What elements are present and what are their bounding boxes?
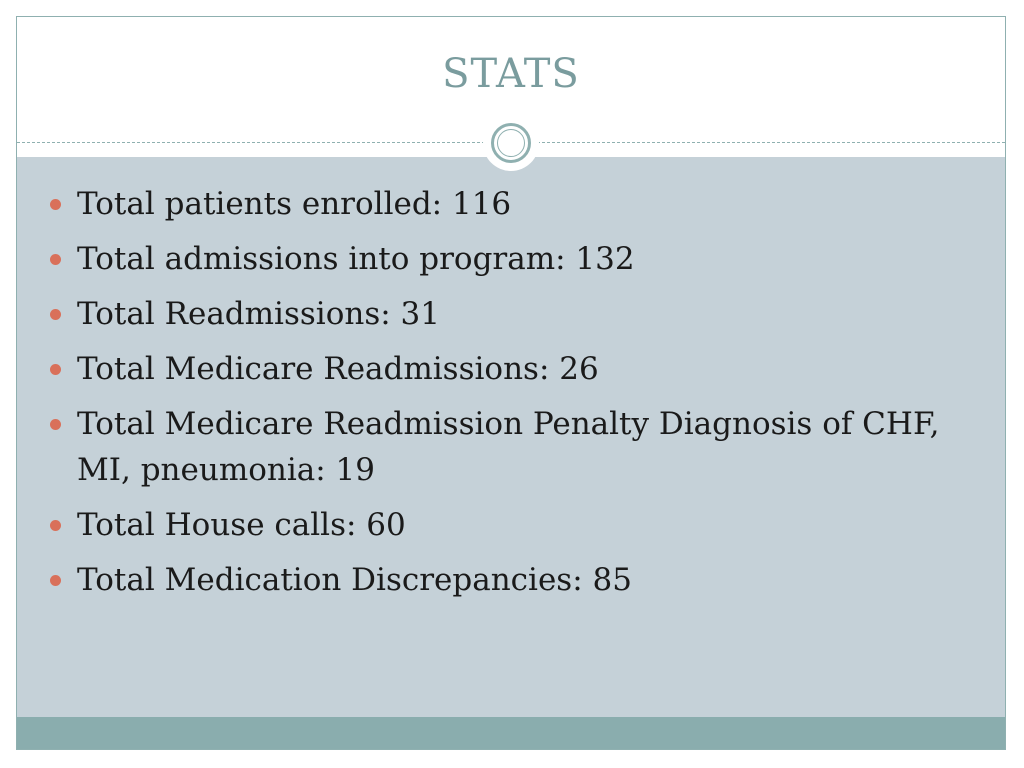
bullet-item: Total Medication Discrepancies: 85 xyxy=(47,557,967,603)
bullet-dot-icon xyxy=(50,254,61,265)
circle-ornament-icon xyxy=(483,115,539,171)
bullet-text: Total patients enrolled: 116 xyxy=(77,186,512,222)
bullet-item: Total Medicare Readmission Penalty Diagn… xyxy=(47,401,967,493)
bullet-item: Total patients enrolled: 116 xyxy=(47,181,967,227)
slide-title: STATS xyxy=(442,51,580,97)
bullet-dot-icon xyxy=(50,575,61,586)
footer-bar xyxy=(17,717,1005,749)
bullet-text: Total Medicare Readmission Penalty Diagn… xyxy=(77,406,940,488)
bullet-text: Total Readmissions: 31 xyxy=(77,296,440,332)
bullet-item: Total Medicare Readmissions: 26 xyxy=(47,346,967,392)
slide: STATS Total patients enrolled: 116 Total… xyxy=(16,16,1006,750)
bullet-dot-icon xyxy=(50,419,61,430)
bullet-item: Total House calls: 60 xyxy=(47,502,967,548)
bullet-list: Total patients enrolled: 116 Total admis… xyxy=(47,181,967,612)
bullet-item: Total admissions into program: 132 xyxy=(47,236,967,282)
bullet-item: Total Readmissions: 31 xyxy=(47,291,967,337)
bullet-dot-icon xyxy=(50,309,61,320)
bullet-dot-icon xyxy=(50,199,61,210)
bullet-text: Total admissions into program: 132 xyxy=(77,241,635,277)
content-area xyxy=(17,157,1005,717)
bullet-dot-icon xyxy=(50,364,61,375)
bullet-text: Total Medication Discrepancies: 85 xyxy=(77,562,632,598)
bullet-text: Total House calls: 60 xyxy=(77,507,406,543)
bullet-dot-icon xyxy=(50,520,61,531)
bullet-text: Total Medicare Readmissions: 26 xyxy=(77,351,599,387)
